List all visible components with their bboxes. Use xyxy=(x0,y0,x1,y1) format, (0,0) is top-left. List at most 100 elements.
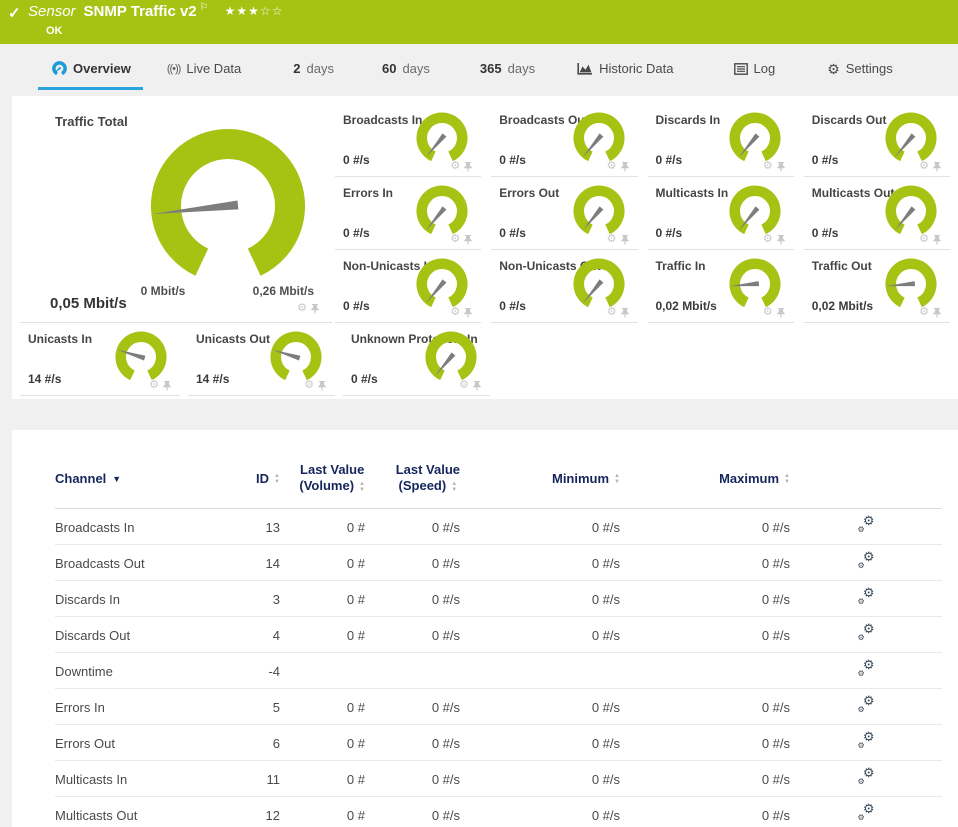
tab-label: Overview xyxy=(73,61,131,76)
table-row[interactable]: Discards Out 4 0 # 0 #/s 0 #/s 0 #/s ⚙ ⚙ xyxy=(55,616,942,653)
gear-icon[interactable]: ⚙ xyxy=(149,379,159,391)
channel-settings-icon[interactable]: ⚙ ⚙ xyxy=(857,801,875,822)
tab-label: Log xyxy=(753,61,776,76)
channel-settings-icon[interactable]: ⚙ ⚙ xyxy=(857,693,875,714)
gauge-label: Unicasts In xyxy=(28,332,93,346)
tab-overview[interactable]: Overview xyxy=(38,61,143,90)
table-header-row: Channel ▼ ID ▲ ▼ Last Value (Volume) ▲ ▼ Last … xyxy=(55,444,942,509)
broadcast-icon: ((•)) xyxy=(166,62,181,75)
stars-empty[interactable]: ☆☆ xyxy=(259,4,284,18)
column-header-channel[interactable]: Channel ▼ xyxy=(55,444,235,509)
id-cell: -4 xyxy=(235,652,280,689)
pin-icon[interactable] xyxy=(932,161,942,172)
column-header-last-value-volume[interactable]: Last Value (Volume) ▲ ▼ xyxy=(280,444,365,509)
gauge-dial xyxy=(416,258,468,308)
table-row[interactable]: Errors Out 6 0 # 0 #/s 0 #/s 0 #/s ⚙ ⚙ xyxy=(55,724,942,761)
pin-icon[interactable] xyxy=(162,380,172,391)
pin-icon[interactable] xyxy=(776,307,786,318)
pin-icon[interactable] xyxy=(932,307,942,318)
column-header-last-value-speed[interactable]: Last Value (Speed) ▲ ▼ xyxy=(365,444,460,509)
gauge-dial xyxy=(416,185,468,235)
gear-icon[interactable]: ⚙ xyxy=(919,233,929,245)
column-header-id[interactable]: ID ▲ ▼ xyxy=(235,444,280,509)
object-kind-label: Sensor xyxy=(28,3,76,20)
gear-icon[interactable]: ⚙ xyxy=(762,160,773,172)
channel-settings-icon[interactable]: ⚙ ⚙ xyxy=(857,513,875,534)
pin-icon[interactable] xyxy=(463,307,473,318)
gear-icon[interactable]: ⚙ xyxy=(919,306,929,318)
gauge-label: Non-Unicasts In xyxy=(343,259,435,273)
table-row[interactable]: Errors In 5 0 # 0 #/s 0 #/s 0 #/s ⚙ ⚙ xyxy=(55,688,942,725)
channel-settings-icon[interactable]: ⚙ ⚙ xyxy=(857,585,875,606)
gauge-dial xyxy=(151,129,305,276)
priority-stars[interactable]: ★★★☆☆ xyxy=(225,4,284,18)
pin-icon[interactable] xyxy=(620,307,630,318)
pin-icon[interactable] xyxy=(620,234,630,245)
stars-filled[interactable]: ★★★ xyxy=(224,4,260,18)
pin-icon[interactable] xyxy=(310,303,320,314)
table-row[interactable]: Multicasts In 11 0 # 0 #/s 0 #/s 0 #/s ⚙… xyxy=(55,760,942,797)
gauge-value: 0 #/s xyxy=(499,153,526,167)
gauge-broadcasts-out: Broadcasts Out 0 #/s ⚙ xyxy=(491,104,638,177)
pin-icon[interactable] xyxy=(317,380,327,391)
tab-settings[interactable]: ⚙ Settings xyxy=(827,61,893,76)
gauge-value: 0 #/s xyxy=(811,153,839,167)
pin-icon[interactable] xyxy=(620,161,630,172)
tab-60-days[interactable]: 60 days xyxy=(382,61,430,76)
gear-icon[interactable]: ⚙ xyxy=(606,160,617,172)
pin-icon[interactable] xyxy=(472,380,482,391)
table-row[interactable]: Broadcasts In 13 0 # 0 #/s 0 #/s 0 #/s ⚙… xyxy=(55,508,942,545)
table-row[interactable]: Multicasts Out 12 0 # 0 #/s 0 #/s 0 #/s … xyxy=(55,796,942,827)
page-title: SNMP Traffic v2 xyxy=(83,3,197,20)
gauge-label: Broadcasts In xyxy=(343,113,423,127)
gauge-value: 0 #/s xyxy=(499,226,526,240)
gear-icon[interactable]: ⚙ xyxy=(919,160,929,172)
gear-icon[interactable]: ⚙ xyxy=(459,379,469,391)
gear-icon[interactable]: ⚙ xyxy=(606,306,617,318)
gauge-actions: ⚙ xyxy=(450,307,473,318)
pin-icon[interactable] xyxy=(463,161,473,172)
column-header-minimum[interactable]: Minimum ▲ ▼ xyxy=(460,444,620,509)
gauge-dial xyxy=(885,112,937,162)
tab-live-data[interactable]: ((•)) Live Data xyxy=(167,61,241,76)
channel-settings-icon[interactable]: ⚙ ⚙ xyxy=(857,549,875,570)
last-value-volume-cell: 0 # xyxy=(280,580,365,617)
tab-number: 365 xyxy=(479,61,502,76)
gear-icon[interactable]: ⚙ xyxy=(762,306,773,318)
channel-settings-icon[interactable]: ⚙ ⚙ xyxy=(857,657,875,678)
gauge-value: 14 #/s xyxy=(196,372,230,386)
priority-flag-icon[interactable]: ⚐ xyxy=(199,2,209,13)
channel-settings-icon[interactable]: ⚙ ⚙ xyxy=(857,621,875,642)
last-value-volume-cell: 0 # xyxy=(280,688,365,725)
table-row[interactable]: Discards In 3 0 # 0 #/s 0 #/s 0 #/s ⚙ ⚙ xyxy=(55,580,942,617)
gauge-label: Multicasts Out xyxy=(811,186,895,200)
pin-icon[interactable] xyxy=(776,234,786,245)
tab-log[interactable]: Log xyxy=(733,61,776,76)
tab-2-days[interactable]: 2 days xyxy=(293,61,334,76)
table-row[interactable]: Broadcasts Out 14 0 # 0 #/s 0 #/s 0 #/s … xyxy=(55,544,942,581)
gear-icon[interactable]: ⚙ xyxy=(304,379,314,391)
gear-icon[interactable]: ⚙ xyxy=(762,233,773,245)
table-row[interactable]: Downtime -4 ⚙ ⚙ xyxy=(55,652,942,689)
pin-icon[interactable] xyxy=(463,234,473,245)
last-value-speed-cell: 0 #/s xyxy=(365,688,460,725)
gauge-non-unicasts-out: Non-Unicasts Out 0 #/s ⚙ xyxy=(491,250,638,323)
gauge-dial xyxy=(729,258,781,308)
gear-icon[interactable]: ⚙ xyxy=(297,302,307,314)
gear-icon[interactable]: ⚙ xyxy=(450,233,461,245)
gear-icon[interactable]: ⚙ xyxy=(450,160,461,172)
tab-historic-data[interactable]: Historic Data xyxy=(577,61,674,76)
sort-icon: ▲ ▼ xyxy=(451,480,458,493)
gauge-label: Multicasts In xyxy=(655,186,729,200)
tab-365-days[interactable]: 365 days xyxy=(480,61,535,76)
gear-icon[interactable]: ⚙ xyxy=(606,233,617,245)
channel-settings-icon[interactable]: ⚙ ⚙ xyxy=(857,729,875,750)
pin-icon[interactable] xyxy=(932,234,942,245)
minimum-cell: 0 #/s xyxy=(460,580,620,617)
column-header-maximum[interactable]: Maximum ▲ ▼ xyxy=(620,444,790,509)
gear-icon[interactable]: ⚙ xyxy=(450,306,461,318)
gauge-dial xyxy=(729,112,781,162)
pin-icon[interactable] xyxy=(776,161,786,172)
channel-settings-icon[interactable]: ⚙ ⚙ xyxy=(857,765,875,786)
channel-cell: Broadcasts Out xyxy=(55,544,235,581)
